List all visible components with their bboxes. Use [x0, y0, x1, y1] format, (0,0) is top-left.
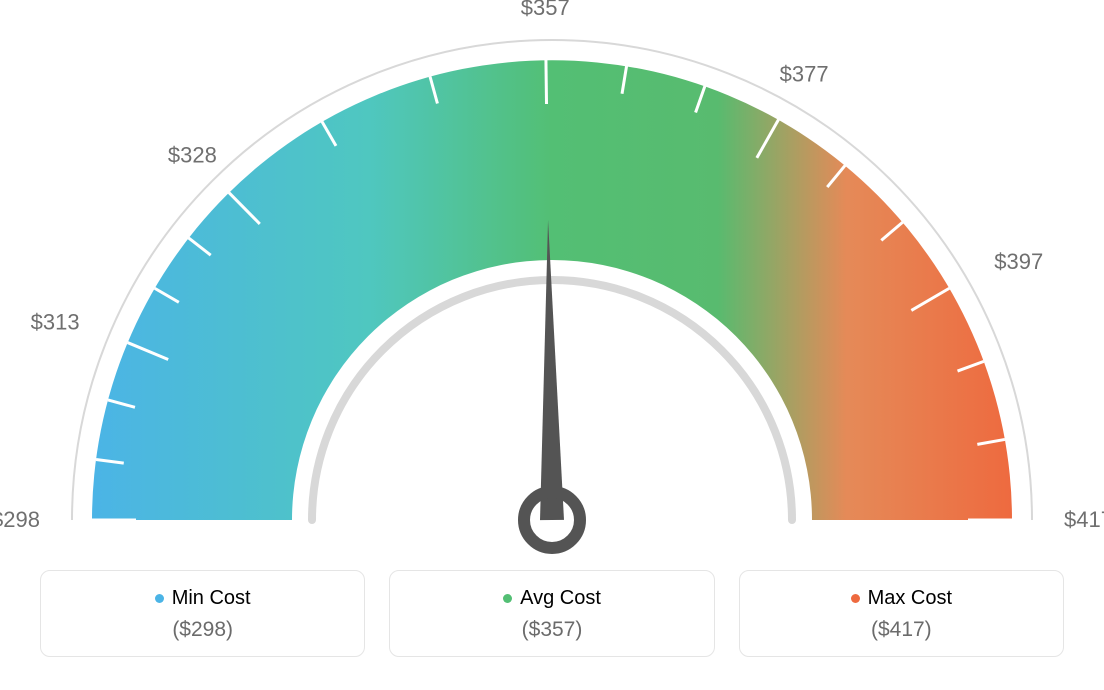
legend-min-label: Min Cost: [172, 587, 251, 609]
svg-text:$298: $298: [0, 507, 40, 532]
legend-card-max: Max Cost ($417): [739, 570, 1064, 657]
svg-text:$417: $417: [1064, 507, 1104, 532]
svg-text:$313: $313: [31, 310, 80, 335]
svg-text:$397: $397: [994, 249, 1043, 274]
legend-avg-value: ($357): [400, 618, 703, 642]
dot-icon: [503, 594, 512, 603]
legend-max-title: Max Cost: [750, 587, 1053, 610]
dot-icon: [155, 594, 164, 603]
legend-min-value: ($298): [51, 618, 354, 642]
legend-row: Min Cost ($298) Avg Cost ($357) Max Cost…: [0, 570, 1104, 657]
legend-avg-title: Avg Cost: [400, 587, 703, 610]
gauge-chart: $298 $313 $328 $357 $377 $397 $417: [0, 0, 1104, 560]
svg-text:$357: $357: [521, 0, 570, 20]
legend-max-value: ($417): [750, 618, 1053, 642]
legend-max-label: Max Cost: [868, 587, 952, 609]
legend-avg-label: Avg Cost: [520, 587, 601, 609]
gauge-svg: $298 $313 $328 $357 $377 $397 $417: [0, 0, 1104, 560]
dot-icon: [851, 594, 860, 603]
legend-card-avg: Avg Cost ($357): [389, 570, 714, 657]
legend-card-min: Min Cost ($298): [40, 570, 365, 657]
svg-text:$328: $328: [168, 143, 217, 168]
svg-text:$377: $377: [780, 61, 829, 86]
legend-min-title: Min Cost: [51, 587, 354, 610]
